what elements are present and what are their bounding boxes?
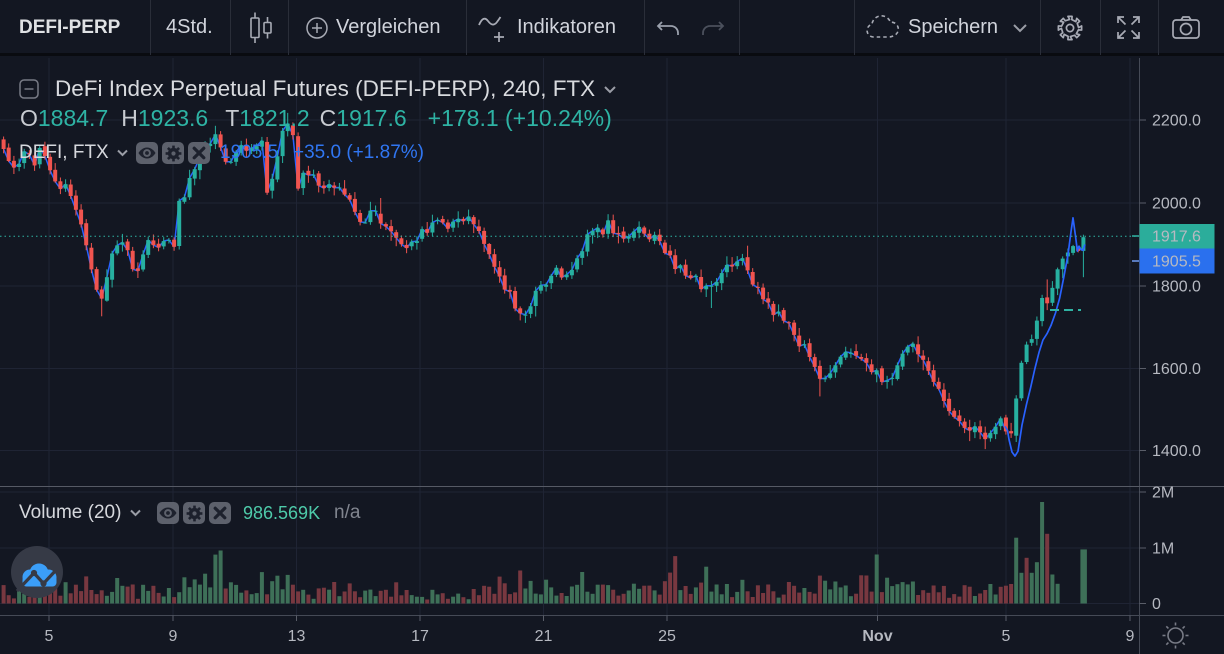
svg-text:0: 0 xyxy=(1152,596,1161,613)
svg-text:1905.5: 1905.5 xyxy=(1152,254,1201,271)
svg-text:9: 9 xyxy=(1126,628,1135,645)
svg-text:1917.6: 1917.6 xyxy=(1152,229,1201,246)
svg-text:9: 9 xyxy=(169,628,178,645)
svg-text:13: 13 xyxy=(288,628,306,645)
svg-text:5: 5 xyxy=(45,628,54,645)
svg-text:1600.0: 1600.0 xyxy=(1152,361,1201,378)
svg-text:1400.0: 1400.0 xyxy=(1152,443,1201,460)
svg-text:17: 17 xyxy=(411,628,429,645)
svg-text:2M: 2M xyxy=(1152,485,1174,502)
svg-text:5: 5 xyxy=(1002,628,1011,645)
svg-text:Nov: Nov xyxy=(862,628,892,645)
svg-text:2000.0: 2000.0 xyxy=(1152,196,1201,213)
svg-text:21: 21 xyxy=(535,628,553,645)
svg-text:2200.0: 2200.0 xyxy=(1152,113,1201,130)
svg-text:25: 25 xyxy=(658,628,676,645)
svg-text:1800.0: 1800.0 xyxy=(1152,279,1201,296)
svg-text:1M: 1M xyxy=(1152,541,1174,558)
